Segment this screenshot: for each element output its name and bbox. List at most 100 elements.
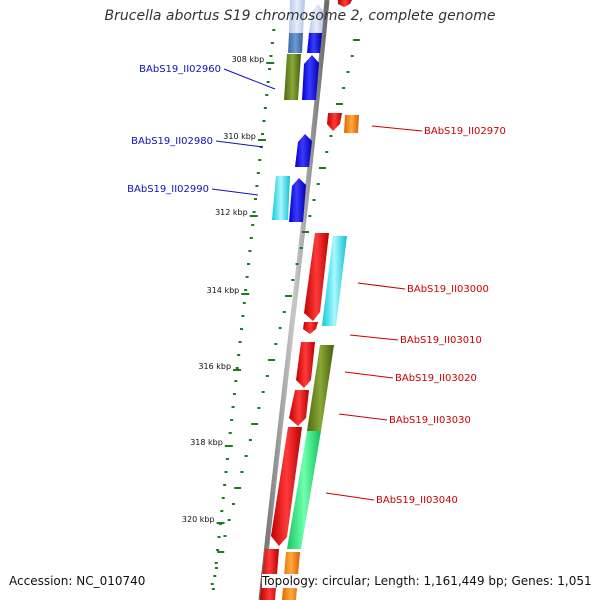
outer-track-dot bbox=[234, 487, 242, 489]
scale-tick bbox=[216, 522, 225, 524]
inner-track-dot bbox=[228, 432, 232, 434]
outer-track-dot bbox=[299, 247, 303, 249]
outer-track-dot bbox=[231, 503, 235, 505]
outer-track-dot bbox=[325, 151, 329, 153]
inner-track-dot bbox=[231, 406, 235, 408]
scale-tick bbox=[266, 62, 275, 64]
gene-label[interactable]: BAbS19_II03020 bbox=[395, 373, 477, 384]
inner-track-dot bbox=[263, 107, 267, 109]
outer-track-dot bbox=[329, 135, 333, 137]
outer-track-dot bbox=[251, 423, 259, 425]
accession-text: Accession: NC_010740 bbox=[9, 574, 146, 588]
scale-tick-label: 314 kbp bbox=[207, 286, 240, 295]
inner-track-dot bbox=[252, 211, 256, 213]
gene-label[interactable]: BAbS19_II02970 bbox=[424, 126, 506, 137]
topology-text: Topology: circular; Length: 1,161,449 bp… bbox=[262, 574, 592, 588]
gene-label[interactable]: BAbS19_II03030 bbox=[389, 415, 471, 426]
inner-track-dot bbox=[265, 94, 269, 96]
inner-track-dot bbox=[235, 367, 239, 369]
inner-track-dot bbox=[261, 133, 265, 135]
gene-label[interactable]: BAbS19_II02980 bbox=[131, 136, 213, 147]
outer-track-dot bbox=[291, 279, 295, 281]
inner-track-dot bbox=[246, 263, 250, 265]
inner-track-dot bbox=[249, 237, 253, 239]
gene-feature-II03020[interactable] bbox=[296, 342, 315, 388]
inner-track-dot bbox=[217, 536, 221, 538]
outer-track-dot bbox=[274, 343, 278, 345]
outer-track-dot bbox=[227, 519, 231, 521]
scale-tick bbox=[257, 139, 266, 141]
gene-feature-lightblue[interactable] bbox=[289, 0, 305, 33]
scale-axis: 308 kbp 310 kbp 312 kbp 314 kbp 316 kbp 318 k… bbox=[182, 55, 275, 524]
gene-label[interactable]: BAbS19_II02960 bbox=[139, 64, 221, 75]
gene-feature-red-top[interactable] bbox=[338, 0, 352, 7]
gene-feature-lightblue-arrow[interactable] bbox=[309, 4, 324, 33]
gene-feature-II03010[interactable] bbox=[303, 322, 318, 334]
gene-features bbox=[260, 0, 359, 600]
inner-track-dot bbox=[241, 315, 245, 317]
gene-feature-II02970[interactable] bbox=[327, 113, 342, 131]
gene-label[interactable]: BAbS19_II03040 bbox=[376, 495, 458, 506]
gene-feature-cyan-2[interactable] bbox=[322, 236, 347, 326]
scale-tick-label: 312 kbp bbox=[215, 208, 248, 217]
gene-feature-II03040[interactable] bbox=[271, 427, 302, 546]
chromosome-backbone bbox=[258, 0, 330, 600]
gene-feature-olive-2[interactable] bbox=[307, 345, 334, 431]
outer-track-dot bbox=[265, 375, 269, 377]
inner-track-dot bbox=[234, 380, 238, 382]
scale-tick-label: 316 kbp bbox=[198, 362, 231, 371]
inner-track-dot bbox=[266, 81, 270, 83]
inner-track-dot bbox=[216, 549, 220, 551]
outer-track-dot bbox=[308, 215, 312, 217]
label-leader-lines bbox=[211, 68, 423, 501]
gene-labels: BAbS19_II02960 BAbS19_II02970 BAbS19_II0… bbox=[127, 64, 506, 506]
outer-track-dot bbox=[278, 327, 282, 329]
gene-feature-II02990[interactable] bbox=[289, 178, 306, 222]
gene-feature-steel[interactable] bbox=[288, 33, 303, 53]
gene-feature-II03030[interactable] bbox=[289, 390, 309, 426]
outer-track-dot bbox=[318, 167, 326, 169]
outer-track-dot bbox=[282, 311, 286, 313]
inner-track-dot bbox=[272, 29, 276, 31]
inner-track-dot bbox=[232, 393, 236, 395]
inner-track-dot bbox=[239, 328, 243, 330]
gene-feature-blue[interactable] bbox=[307, 33, 322, 53]
scale-tick-label: 308 kbp bbox=[232, 55, 265, 64]
gene-feature-II02960[interactable] bbox=[302, 55, 319, 100]
outer-track-dot bbox=[316, 183, 320, 185]
inner-track-dot bbox=[248, 250, 252, 252]
gene-feature-II02980[interactable] bbox=[295, 134, 312, 167]
inner-track-dot bbox=[211, 588, 215, 590]
inner-track-dot bbox=[220, 510, 224, 512]
inner-track-dot bbox=[256, 172, 260, 174]
inner-track-dot bbox=[237, 354, 241, 356]
outer-track-dot bbox=[285, 295, 293, 297]
scale-tick bbox=[241, 293, 250, 295]
gene-label[interactable]: BAbS19_II03000 bbox=[407, 284, 489, 295]
scale-tick-label: 320 kbp bbox=[182, 515, 215, 524]
gene-label[interactable]: BAbS19_II03010 bbox=[400, 335, 482, 346]
inner-track-dot bbox=[244, 289, 248, 291]
scale-tick bbox=[233, 369, 242, 371]
outer-track-dot bbox=[257, 407, 261, 409]
gene-feature-green[interactable] bbox=[287, 431, 321, 549]
outer-track-dot bbox=[295, 263, 299, 265]
outer-track-dot bbox=[244, 455, 248, 457]
gene-feature-orange[interactable] bbox=[344, 115, 359, 133]
outer-track-dot bbox=[214, 567, 218, 569]
gene-label[interactable]: BAbS19_II02990 bbox=[127, 184, 209, 195]
gene-feature-II03000[interactable] bbox=[304, 233, 329, 321]
scale-tick bbox=[249, 215, 258, 217]
outer-track-dot bbox=[342, 87, 346, 89]
inner-track-dot bbox=[251, 224, 255, 226]
gene-feature-olive[interactable] bbox=[284, 54, 301, 100]
outer-track-dot bbox=[223, 535, 227, 537]
inner-track-dot bbox=[262, 120, 266, 122]
gene-feature-cyan[interactable] bbox=[272, 176, 290, 220]
outer-dotted-track bbox=[210, 39, 360, 585]
outer-track-dot bbox=[261, 391, 265, 393]
inner-track-dot bbox=[214, 562, 218, 564]
inner-track-dot bbox=[213, 575, 217, 577]
outer-track-dot bbox=[217, 551, 225, 553]
